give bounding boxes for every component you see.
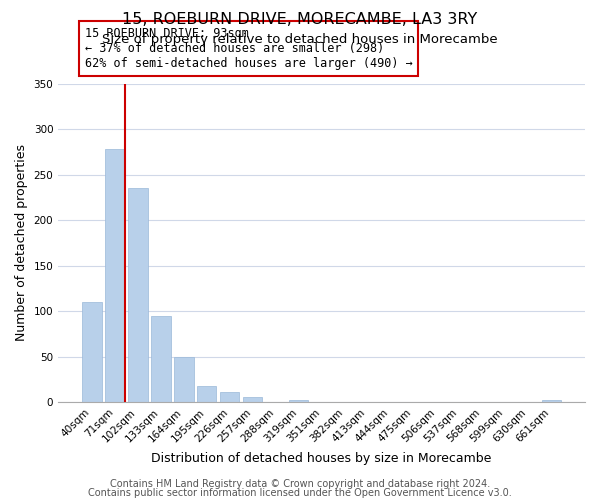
X-axis label: Distribution of detached houses by size in Morecambe: Distribution of detached houses by size … — [151, 452, 492, 465]
Text: Size of property relative to detached houses in Morecambe: Size of property relative to detached ho… — [102, 32, 498, 46]
Bar — [243, 398, 262, 402]
Bar — [174, 358, 194, 402]
Y-axis label: Number of detached properties: Number of detached properties — [15, 144, 28, 342]
Bar — [197, 386, 217, 402]
Text: Contains public sector information licensed under the Open Government Licence v3: Contains public sector information licen… — [88, 488, 512, 498]
Bar — [82, 302, 101, 402]
Text: 15, ROEBURN DRIVE, MORECAMBE, LA3 3RY: 15, ROEBURN DRIVE, MORECAMBE, LA3 3RY — [122, 12, 478, 28]
Bar — [542, 400, 561, 402]
Text: Contains HM Land Registry data © Crown copyright and database right 2024.: Contains HM Land Registry data © Crown c… — [110, 479, 490, 489]
Bar — [128, 188, 148, 402]
Bar — [151, 316, 170, 402]
Bar — [105, 150, 125, 402]
Bar — [289, 400, 308, 402]
Text: 15 ROEBURN DRIVE: 93sqm
← 37% of detached houses are smaller (298)
62% of semi-d: 15 ROEBURN DRIVE: 93sqm ← 37% of detache… — [85, 27, 412, 70]
Bar — [220, 392, 239, 402]
